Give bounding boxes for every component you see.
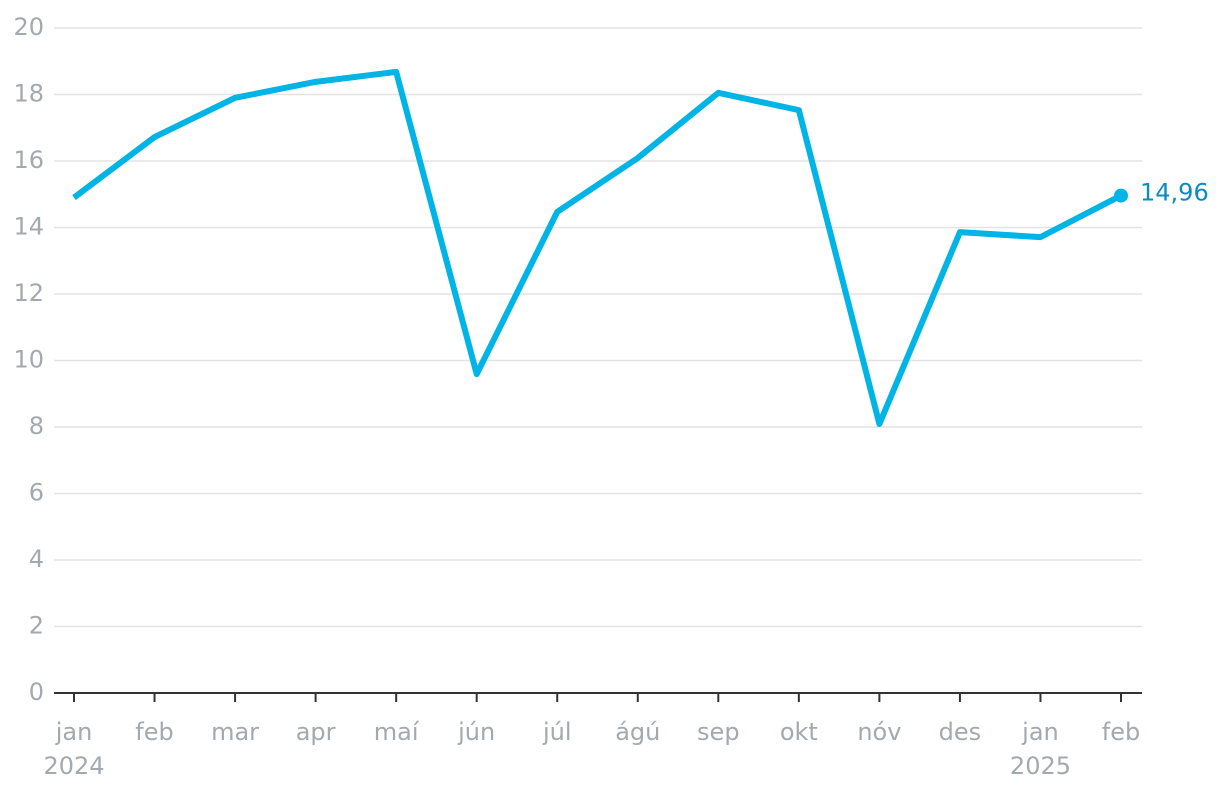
year-label: 2025: [1010, 752, 1071, 780]
y-tick-label: 14: [13, 213, 44, 241]
y-tick-label: 0: [29, 678, 44, 706]
x-tick-label: apr: [296, 718, 336, 746]
y-tick-label: 20: [13, 13, 44, 41]
y-tick-label: 4: [29, 545, 44, 573]
x-tick-label: jan: [1021, 718, 1059, 746]
y-tick-label: 8: [29, 412, 44, 440]
x-tick-label: nóv: [857, 718, 901, 746]
x-tick-label: jan: [55, 718, 93, 746]
x-tick-label: feb: [1102, 718, 1140, 746]
value-label: 14,96: [1140, 179, 1209, 207]
y-tick-label: 12: [13, 279, 44, 307]
x-tick-label: des: [939, 718, 982, 746]
y-tick-label: 18: [13, 80, 44, 108]
line: [72, 68, 1123, 428]
x-tick-label: ágú: [615, 718, 660, 746]
year-label: 2024: [43, 752, 104, 780]
y-tick-label: 10: [13, 346, 44, 374]
y-tick-label: 16: [13, 146, 44, 174]
x-tick-label: feb: [135, 718, 173, 746]
x-tick-label: jún: [457, 718, 495, 746]
x-tick-label: maí: [374, 718, 420, 746]
y-tick-label: 6: [29, 479, 44, 507]
x-tick-label: sep: [697, 718, 740, 746]
y-tick-label: 2: [29, 612, 44, 640]
x-tick-label: mar: [211, 718, 259, 746]
end-point: [1114, 188, 1128, 203]
x-tick-label: júl: [542, 718, 572, 746]
x-tick-label: okt: [780, 718, 818, 746]
